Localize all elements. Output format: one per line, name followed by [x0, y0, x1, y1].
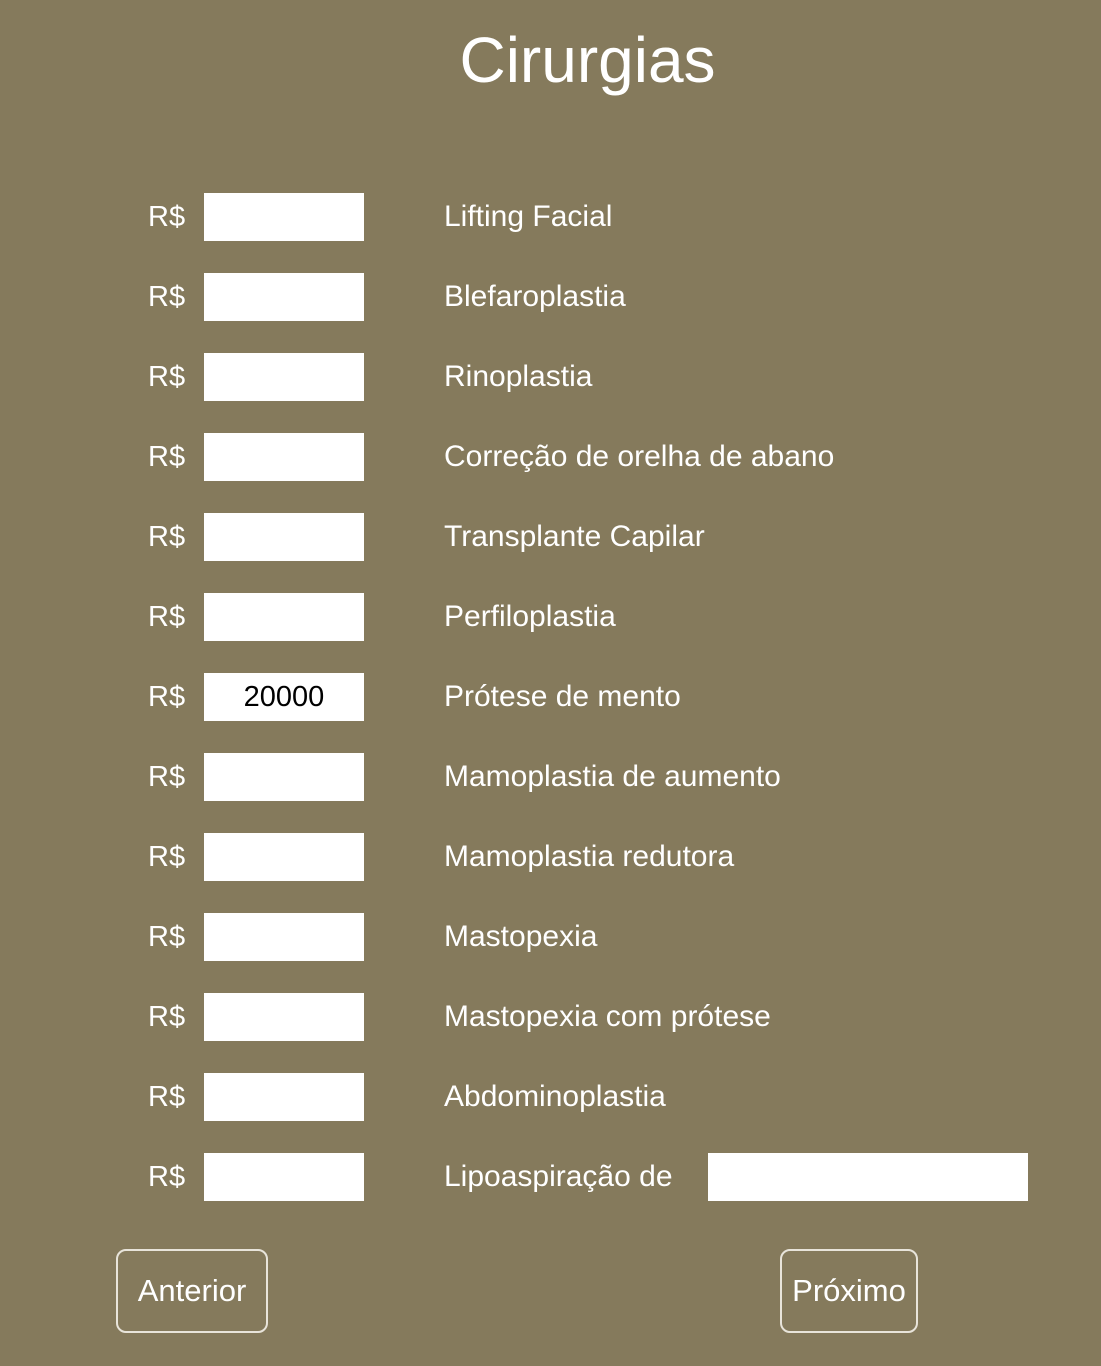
surgery-row-mastopexia: R$ Mastopexia: [0, 913, 1101, 961]
surgery-label: Blefaroplastia: [444, 280, 626, 313]
surgery-row-lipoaspiracao: R$ Lipoaspiração de: [0, 1153, 1101, 1201]
price-input-lifting-facial[interactable]: [204, 193, 364, 241]
currency-label: R$: [148, 1001, 186, 1033]
currency-label: R$: [148, 361, 186, 393]
next-button[interactable]: Próximo: [780, 1249, 918, 1333]
surgery-label: Correção de orelha de abano: [444, 440, 835, 473]
currency-label: R$: [148, 1081, 186, 1113]
surgery-label: Mastopexia: [444, 920, 598, 953]
price-input-rinoplastia[interactable]: [204, 353, 364, 401]
price-input-transplante-capilar[interactable]: [204, 513, 364, 561]
surgery-label: Mastopexia com prótese: [444, 1000, 771, 1033]
currency-label: R$: [148, 601, 186, 633]
surgery-label: Mamoplastia redutora: [444, 840, 735, 873]
currency-label: R$: [148, 1161, 186, 1193]
surgery-label: Transplante Capilar: [444, 520, 705, 553]
price-input-blefaroplastia[interactable]: [204, 273, 364, 321]
currency-label: R$: [148, 921, 186, 953]
surgery-row-rinoplastia: R$ Rinoplastia: [0, 353, 1101, 401]
price-input-perfiloplastia[interactable]: [204, 593, 364, 641]
surgery-row-orelha-de-abano: R$ Correção de orelha de abano: [0, 433, 1101, 481]
price-input-mastopexia-com-protese[interactable]: [204, 993, 364, 1041]
surgery-label: Mamoplastia de aumento: [444, 760, 781, 793]
currency-label: R$: [148, 761, 186, 793]
surgery-row-abdominoplastia: R$ Abdominoplastia: [0, 1073, 1101, 1121]
surgery-row-mastopexia-com-protese: R$ Mastopexia com prótese: [0, 993, 1101, 1041]
currency-label: R$: [148, 841, 186, 873]
previous-button[interactable]: Anterior: [116, 1249, 268, 1333]
currency-label: R$: [148, 441, 186, 473]
surgery-row-lifting-facial: R$ Lifting Facial: [0, 193, 1101, 241]
surgery-row-mamoplastia-de-aumento: R$ Mamoplastia de aumento: [0, 753, 1101, 801]
currency-label: R$: [148, 201, 186, 233]
currency-label: R$: [148, 281, 186, 313]
surgery-label: Lifting Facial: [444, 200, 613, 233]
surgery-row-mamoplastia-redutora: R$ Mamoplastia redutora: [0, 833, 1101, 881]
price-input-lipoaspiracao[interactable]: [204, 1153, 364, 1201]
currency-label: R$: [148, 681, 186, 713]
surgery-row-blefaroplastia: R$ Blefaroplastia: [0, 273, 1101, 321]
surgery-row-protese-de-mento: R$ Prótese de mento: [0, 673, 1101, 721]
price-input-mamoplastia-redutora[interactable]: [204, 833, 364, 881]
price-input-mastopexia[interactable]: [204, 913, 364, 961]
price-input-abdominoplastia[interactable]: [204, 1073, 364, 1121]
surgery-label: Prótese de mento: [444, 680, 681, 713]
surgery-label: Abdominoplastia: [444, 1080, 666, 1113]
lipoaspiracao-area-input[interactable]: [708, 1153, 1028, 1201]
page-title: Cirurgias: [459, 24, 716, 96]
surgery-label: Perfiloplastia: [444, 600, 616, 633]
price-input-protese-de-mento[interactable]: [204, 673, 364, 721]
surgery-row-perfiloplastia: R$ Perfiloplastia: [0, 593, 1101, 641]
price-input-mamoplastia-de-aumento[interactable]: [204, 753, 364, 801]
surgery-label: Lipoaspiração de: [444, 1160, 673, 1193]
currency-label: R$: [148, 521, 186, 553]
surgery-label: Rinoplastia: [444, 360, 593, 393]
surgery-row-transplante-capilar: R$ Transplante Capilar: [0, 513, 1101, 561]
price-input-orelha-de-abano[interactable]: [204, 433, 364, 481]
